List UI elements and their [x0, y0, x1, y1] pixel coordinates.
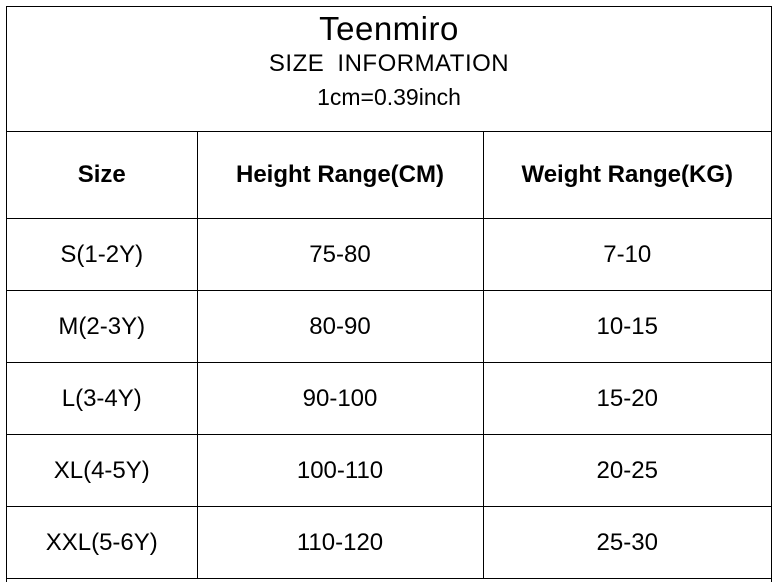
height-range-cell: 75-80 — [196, 218, 483, 291]
table-row: XXL(5-6Y) 110-120 25-30 — [7, 506, 771, 579]
size-table: Size Height Range(CM) Weight Range(KG) S… — [7, 132, 771, 579]
size-chart-header: Teenmiro SIZE INFORMATION 1cm=0.39inch — [7, 7, 771, 132]
column-header-weight-range: Weight Range(KG) — [482, 132, 771, 219]
table-row: L(3-4Y) 90-100 15-20 — [7, 362, 771, 435]
table-header-row: Size Height Range(CM) Weight Range(KG) — [7, 132, 771, 219]
table-row: S(1-2Y) 75-80 7-10 — [7, 218, 771, 291]
weight-range-cell: 15-20 — [482, 362, 771, 435]
height-range-cell: 90-100 — [196, 362, 483, 435]
height-range-cell: 110-120 — [196, 506, 483, 579]
weight-range-cell: 25-30 — [482, 506, 771, 579]
unit-conversion-note: 1cm=0.39inch — [317, 84, 461, 110]
brand-title: Teenmiro — [319, 10, 459, 47]
size-cell: L(3-4Y) — [7, 362, 197, 435]
weight-range-cell: 20-25 — [482, 434, 771, 507]
size-cell: XXL(5-6Y) — [7, 506, 197, 579]
height-range-cell: 80-90 — [196, 290, 483, 363]
weight-range-cell: 7-10 — [482, 218, 771, 291]
table-row: M(2-3Y) 80-90 10-15 — [7, 290, 771, 363]
size-information-heading: SIZE INFORMATION — [268, 50, 510, 77]
height-range-cell: 100-110 — [196, 434, 483, 507]
size-cell: M(2-3Y) — [7, 290, 197, 363]
table-row: XL(4-5Y) 100-110 20-25 — [7, 434, 771, 507]
weight-range-cell: 10-15 — [482, 290, 771, 363]
column-header-height-range: Height Range(CM) — [196, 132, 483, 219]
size-cell: XL(4-5Y) — [7, 434, 197, 507]
column-header-size: Size — [7, 132, 197, 219]
size-chart-frame: Teenmiro SIZE INFORMATION 1cm=0.39inch S… — [6, 6, 772, 582]
size-cell: S(1-2Y) — [7, 218, 197, 291]
